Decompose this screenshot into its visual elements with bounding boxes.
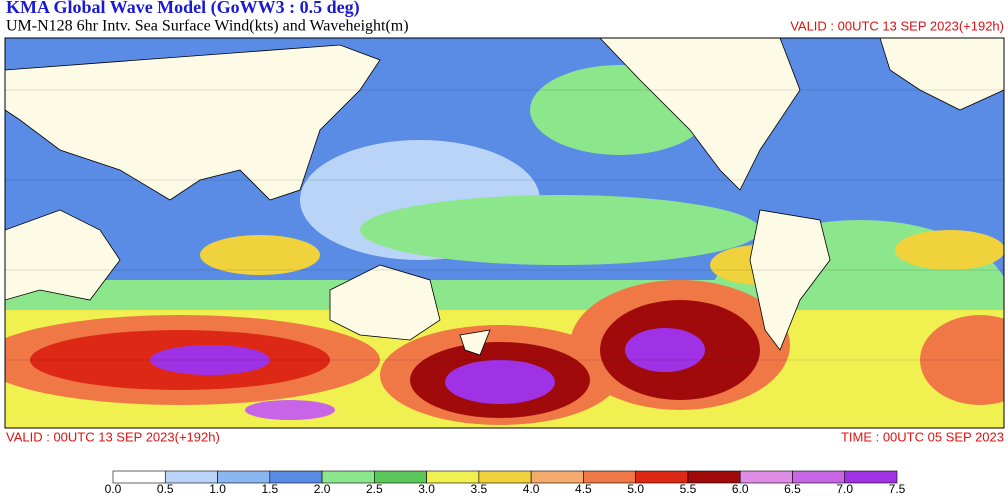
colorbar-label: 2.0 — [314, 482, 331, 496]
colorbar-label: 1.0 — [209, 482, 226, 496]
colorbar-label: 0.5 — [157, 482, 174, 496]
time: TIME : 00UTC 05 SEP 2023 — [841, 429, 1004, 444]
colorbar-label: 3.5 — [471, 482, 488, 496]
colorbar-label: 2.5 — [366, 482, 383, 496]
title: KMA Global Wave Model (GoWW3 : 0.5 deg) — [6, 0, 360, 18]
colorbar-label: 1.5 — [261, 482, 278, 496]
colorbar: 0.0 0.5 1.0 1.5 2.0 2.5 3.0 3.5 4.0 4.5 5.0 5.5 6.0 6… — [105, 470, 906, 496]
colorbar-label: 7.0 — [836, 482, 853, 496]
colorbar-label: 7.5 — [889, 482, 906, 496]
subtitle: UM-N128 6hr Intv. Sea Surface Wind(kts) … — [6, 18, 409, 35]
colorbar-label: 4.5 — [575, 482, 592, 496]
colorbar-label: 4.0 — [523, 482, 540, 496]
colorbar-label: 6.0 — [732, 482, 749, 496]
colorbar-label: 5.0 — [627, 482, 644, 496]
colorbar-label: 6.5 — [784, 482, 801, 496]
colorbar-label: 0.0 — [105, 482, 122, 496]
colorbar-label: 3.0 — [418, 482, 435, 496]
valid-top: VALID : 00UTC 13 SEP 2023(+192h) — [790, 18, 1004, 33]
map — [4, 37, 1005, 429]
color-swatch — [844, 470, 898, 484]
valid-bottom: VALID : 00UTC 13 SEP 2023(+192h) — [6, 429, 220, 444]
colorbar-label: 5.5 — [680, 482, 697, 496]
